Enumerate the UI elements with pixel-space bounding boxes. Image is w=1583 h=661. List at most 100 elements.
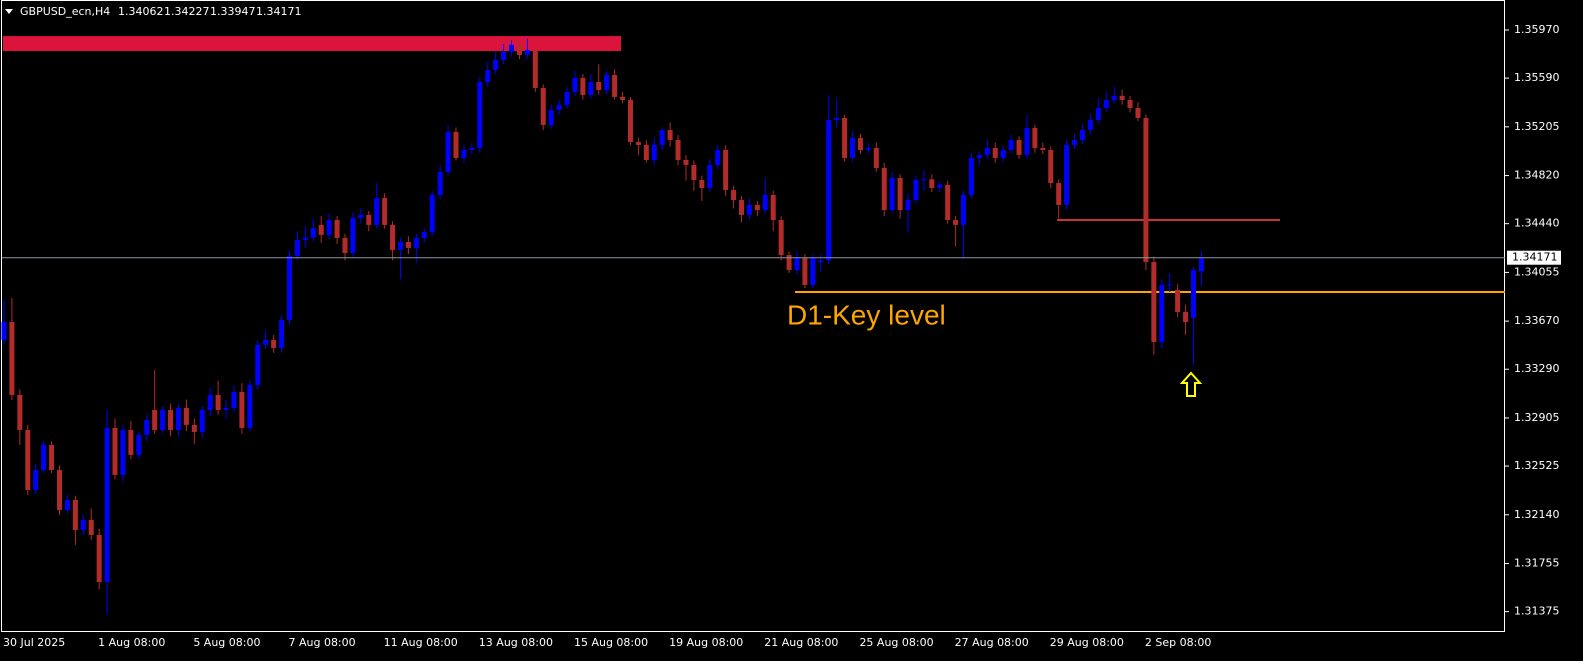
candle-body	[683, 159, 689, 165]
candle-body	[1048, 149, 1054, 184]
candle-body	[318, 224, 324, 235]
candle-body	[271, 339, 277, 348]
candle-body	[358, 214, 364, 218]
candle-body	[1079, 129, 1085, 140]
candle-body	[1095, 107, 1101, 120]
candle-body	[667, 129, 673, 140]
candle-body	[818, 260, 824, 263]
candle-body	[802, 257, 808, 285]
candle-body	[770, 194, 776, 220]
candle-body	[1175, 289, 1181, 313]
plot-frame	[1, 0, 1505, 632]
candle-body	[152, 409, 158, 430]
candle-body	[405, 242, 411, 248]
candle-body	[850, 137, 856, 158]
candle-body	[57, 469, 63, 510]
candle-body	[429, 194, 435, 233]
y-tick-label: 1.35970	[1514, 23, 1560, 36]
candle-body	[175, 407, 181, 430]
candle-body	[215, 394, 221, 410]
candle-body	[540, 87, 546, 125]
candle-body	[889, 177, 895, 210]
candle-body	[572, 77, 578, 93]
y-tick-label: 1.32905	[1514, 411, 1560, 424]
candle-body	[588, 82, 594, 95]
candle-body	[992, 147, 998, 158]
candle-body	[80, 519, 86, 530]
candle-body	[826, 119, 832, 261]
candle-body	[1183, 312, 1189, 323]
candle-body	[762, 194, 768, 210]
candle-body	[437, 172, 443, 195]
candle-body	[342, 237, 348, 254]
candle-body	[842, 117, 848, 158]
candle-body	[421, 232, 427, 238]
candle-body	[366, 214, 372, 225]
candle-body	[453, 132, 459, 158]
candle-body	[897, 177, 903, 210]
candle-body	[1032, 127, 1038, 148]
candle-body	[937, 184, 943, 188]
candle-body	[1087, 119, 1093, 130]
up-arrow	[1179, 371, 1203, 397]
candle-body	[905, 199, 911, 210]
candle-body	[699, 179, 705, 188]
candle-body	[1191, 269, 1196, 318]
candle-body	[723, 149, 729, 190]
low-value: 1.33947	[210, 5, 256, 18]
candle-body	[334, 219, 340, 238]
candle-body	[104, 427, 110, 583]
candle-body	[1000, 149, 1006, 158]
x-tick-label: 21 Aug 08:00	[764, 636, 838, 649]
level-label: D1-Key level	[787, 299, 946, 330]
candle-body	[659, 129, 665, 145]
candle-body	[675, 139, 681, 160]
x-tick-label: 27 Aug 08:00	[955, 636, 1029, 649]
candle-body	[326, 219, 332, 235]
y-tick-label: 1.32525	[1514, 459, 1560, 472]
candle-body	[873, 147, 879, 168]
candle-body	[279, 319, 285, 348]
candle-body	[469, 147, 475, 150]
x-tick-label: 1 Aug 08:00	[98, 636, 165, 649]
candle-body	[857, 137, 863, 150]
candle-body	[524, 49, 530, 55]
candle-body	[881, 167, 887, 210]
candle-body	[643, 144, 649, 160]
candle-body	[128, 429, 134, 455]
y-tick-label: 1.35205	[1514, 120, 1560, 133]
candle-body	[834, 117, 840, 120]
y-tick-label: 1.32140	[1514, 508, 1560, 521]
candle-body	[382, 197, 388, 225]
candle-body	[247, 385, 253, 428]
candle-body	[1024, 127, 1030, 155]
x-tick-label: 29 Aug 08:00	[1050, 636, 1124, 649]
candle-body	[88, 519, 94, 535]
candle-body	[865, 147, 871, 150]
candle-body	[754, 204, 760, 210]
candle-body	[1119, 95, 1125, 100]
candle-body	[160, 409, 166, 430]
candle-body	[9, 322, 15, 395]
menu-triangle[interactable]	[5, 9, 13, 14]
symbol: GBPUSD_ecn,H4	[20, 5, 110, 18]
candle-body	[1151, 262, 1157, 343]
candle-body	[445, 132, 451, 173]
candle-body	[49, 444, 55, 470]
candle-body	[64, 499, 70, 510]
candle-body	[294, 239, 300, 256]
candle-body	[635, 142, 641, 145]
candle-body	[509, 44, 515, 52]
candle-body	[1064, 144, 1070, 205]
candle-body	[144, 419, 150, 435]
candle-body	[255, 344, 261, 386]
candle-body	[17, 394, 23, 430]
candle-body	[120, 429, 126, 475]
candle-body	[239, 392, 245, 428]
candle-body	[715, 149, 721, 165]
candle-body	[929, 179, 935, 188]
candle-body	[398, 242, 403, 250]
x-tick-label: 7 Aug 08:00	[288, 636, 355, 649]
